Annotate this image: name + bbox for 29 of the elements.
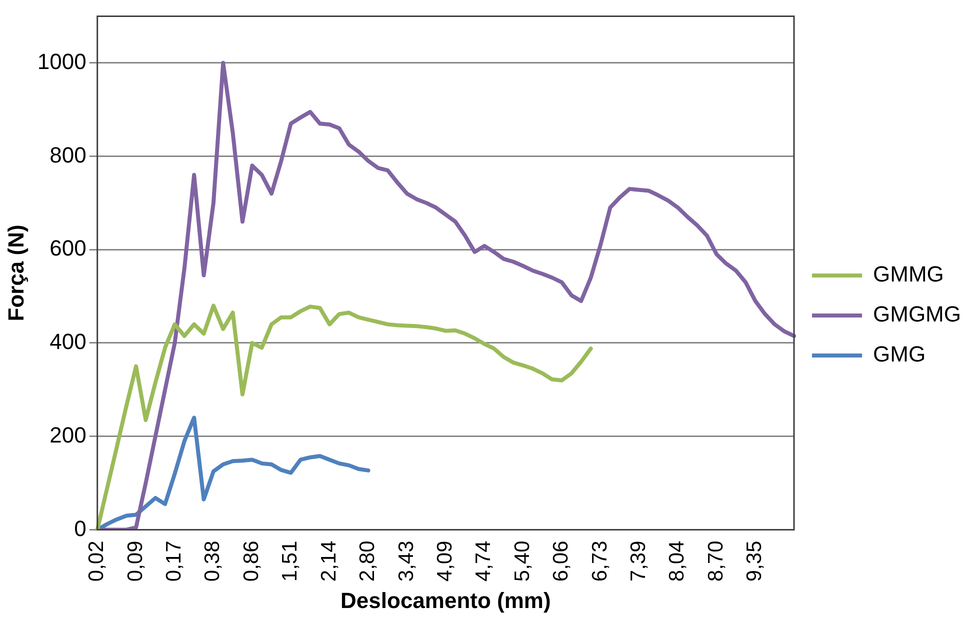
- y-tick-label: 600: [50, 236, 86, 261]
- x-tick-label: 5,40: [510, 540, 534, 582]
- legend-label: GMMG: [873, 262, 944, 287]
- y-tick-label: 400: [50, 329, 86, 354]
- x-tick-label: 0,09: [124, 540, 147, 582]
- y-tick-label: 200: [50, 422, 86, 448]
- x-tick-label: 8,70: [704, 540, 728, 582]
- x-tick-label: 0,86: [240, 540, 263, 582]
- x-tick-label: 0,38: [201, 540, 224, 582]
- y-tick-label: 800: [50, 142, 86, 168]
- legend-label: GMG: [873, 342, 926, 367]
- x-tick-label: 2,80: [356, 540, 380, 582]
- x-tick-label: 4,09: [433, 540, 456, 582]
- x-tick-label: 1,51: [278, 540, 302, 582]
- y-axis-title: Força (N): [3, 224, 28, 322]
- legend-label: GMGMG: [873, 302, 962, 327]
- x-tick-label: 0,02: [85, 540, 108, 582]
- x-tick-label: 2,14: [317, 540, 340, 582]
- x-tick-label: 6,06: [550, 540, 573, 582]
- x-tick-label: 3,43: [394, 540, 418, 582]
- y-tick-label: 1000: [37, 48, 86, 74]
- x-tick-label: 0,17: [162, 540, 186, 582]
- x-tick-label: 4,74: [472, 540, 496, 582]
- x-tick-label: 7,39: [626, 540, 650, 582]
- x-tick-label: 8,04: [666, 540, 689, 582]
- x-axis-title: Deslocamento (mm): [340, 588, 551, 613]
- y-tick-label: 0: [74, 516, 86, 541]
- x-tick-label: 9,35: [743, 540, 766, 582]
- x-tick-label: 6,73: [588, 540, 612, 582]
